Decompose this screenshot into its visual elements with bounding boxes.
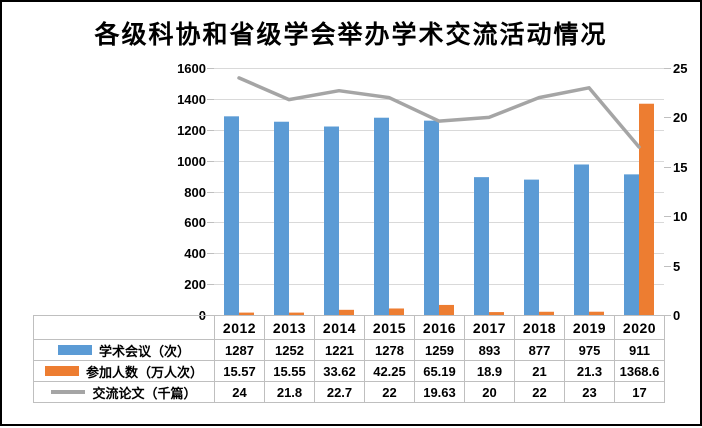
- table-value: 21: [514, 360, 565, 382]
- data-table-container: 2012 2013 2014 2015 2016 2017 2018 2019 2020 学术会议…: [33, 315, 665, 403]
- table-value: 21.8: [264, 381, 315, 403]
- left-axis-tick-label: 400: [184, 246, 206, 261]
- table-value: 24: [214, 381, 265, 403]
- table-value: 18.9: [464, 360, 515, 382]
- table-value: 20: [464, 381, 515, 403]
- table-value: 1368.6: [614, 360, 665, 382]
- right-axis-tick-label: 15: [673, 160, 687, 175]
- left-axis-tick-label: 1200: [177, 123, 206, 138]
- legend-cell: 交流论文（千篇）: [33, 381, 215, 403]
- bar-meetings-2016: [424, 120, 439, 315]
- right-axis-tick-label: 5: [673, 259, 680, 274]
- left-axis-tick-label: 200: [184, 277, 206, 292]
- table-value: 1278: [364, 339, 415, 361]
- series-name: 参加人数（万人次）: [85, 364, 203, 380]
- bar-meetings-2015: [374, 117, 389, 316]
- legend-cell: 参加人数（万人次）: [33, 360, 215, 382]
- bar-meetings-2019: [574, 164, 589, 315]
- bar-meetings-2018: [524, 179, 539, 315]
- x-axis-label: 2015: [364, 315, 415, 340]
- table-value: 33.62: [314, 360, 365, 382]
- table-value: 65.19: [414, 360, 465, 382]
- bar-participants-2012: [239, 312, 254, 315]
- table-value: 23: [564, 381, 615, 403]
- table-value: 1287: [214, 339, 265, 361]
- legend-cell: 学术会议（次）: [33, 339, 215, 361]
- table-value: 21.3: [564, 360, 615, 382]
- series-name: 学术会议（次）: [98, 343, 190, 359]
- x-axis-label: 2018: [514, 315, 565, 340]
- chart-title: 各级科协和省级学会举办学术交流活动情况: [94, 21, 608, 49]
- table-corner-cell: [33, 315, 215, 340]
- bar-participants-2017: [489, 312, 504, 315]
- table-value: 22: [364, 381, 415, 403]
- table-series-row: 交流论文（千篇） 24 21.8 22.7 22 19.63 20 22 23 17: [33, 381, 665, 403]
- table-value: 893: [464, 339, 515, 361]
- table-value: 22.7: [314, 381, 365, 403]
- bar-participants-2015: [389, 308, 404, 315]
- table-series-row: 学术会议（次） 1287 1252 1221 1278 1259 893 877 975 911: [33, 339, 665, 361]
- left-axis-tick-label: 800: [184, 185, 206, 200]
- bar-participants-2013: [289, 312, 304, 315]
- left-axis-tick-label: 1600: [177, 61, 206, 76]
- x-axis-label: 2019: [564, 315, 615, 340]
- bar-participants-2016: [439, 304, 454, 315]
- bar-participants-2020: [639, 103, 654, 315]
- table-series-row: 参加人数（万人次） 15.57 15.55 33.62 42.25 65.19 18.9 21…: [33, 360, 665, 382]
- table-value: 22: [514, 381, 565, 403]
- bar-participants-2014: [339, 309, 354, 315]
- right-axis-tick-label: 25: [673, 61, 687, 76]
- right-axis-tick-label: 0: [673, 308, 680, 323]
- table-value: 15.55: [264, 360, 315, 382]
- table-value: 1259: [414, 339, 465, 361]
- bar-meetings-2020: [624, 174, 639, 315]
- x-axis-label: 2020: [614, 315, 665, 340]
- series-name: 交流论文（千篇）: [92, 385, 197, 401]
- table-value: 15.57: [214, 360, 265, 382]
- bar-participants-2018: [539, 311, 554, 315]
- right-axis-tick-label: 10: [673, 209, 687, 224]
- bar-meetings-2012: [224, 116, 239, 316]
- right-axis-tick-label: 20: [673, 110, 687, 125]
- table-value: 17: [614, 381, 665, 403]
- table-value: 1221: [314, 339, 365, 361]
- table-value: 42.25: [364, 360, 415, 382]
- legend-bar-key-icon: [44, 366, 79, 376]
- left-axis-tick-label: 1000: [177, 154, 206, 169]
- table-value: 911: [614, 339, 665, 361]
- x-axis-label: 2017: [464, 315, 515, 340]
- legend-line-key-icon: [51, 390, 86, 394]
- table-value: 19.63: [414, 381, 465, 403]
- x-axis-label: 2014: [314, 315, 365, 340]
- legend-bar-key-icon: [57, 345, 92, 355]
- bar-meetings-2014: [324, 126, 339, 316]
- line-series-papers: [237, 76, 641, 149]
- x-axis-labels-row: 2012 2013 2014 2015 2016 2017 2018 2019 2020: [33, 315, 665, 340]
- bar-participants-2019: [589, 311, 604, 315]
- data-table: 2012 2013 2014 2015 2016 2017 2018 2019 2020 学术会议…: [33, 315, 665, 403]
- table-value: 877: [514, 339, 565, 361]
- table-value: 975: [564, 339, 615, 361]
- x-axis-label: 2013: [264, 315, 315, 340]
- x-axis-label: 2016: [414, 315, 465, 340]
- left-axis-tick-label: 600: [184, 215, 206, 230]
- x-axis-label: 2012: [214, 315, 265, 340]
- bar-meetings-2013: [274, 121, 289, 315]
- left-axis-tick-label: 1400: [177, 92, 206, 107]
- table-value: 1252: [264, 339, 315, 361]
- bar-meetings-2017: [474, 177, 489, 315]
